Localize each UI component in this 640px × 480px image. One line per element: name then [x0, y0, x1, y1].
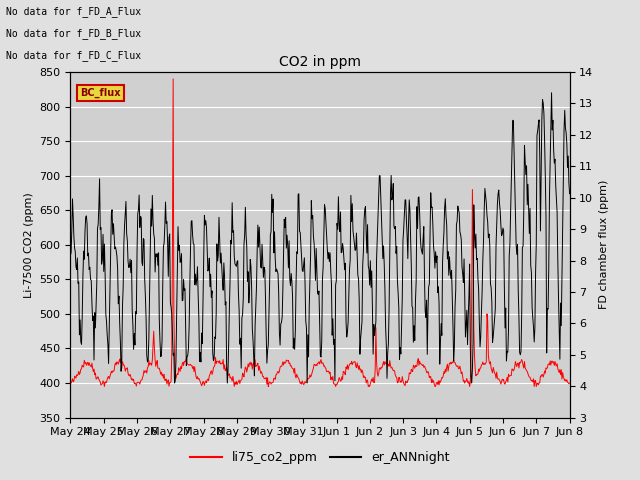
Text: No data for f_FD_C_Flux: No data for f_FD_C_Flux — [6, 49, 141, 60]
Title: CO2 in ppm: CO2 in ppm — [279, 56, 361, 70]
Text: BC_flux: BC_flux — [81, 88, 121, 98]
Text: No data for f_FD_B_Flux: No data for f_FD_B_Flux — [6, 28, 141, 39]
Legend: li75_co2_ppm, er_ANNnight: li75_co2_ppm, er_ANNnight — [186, 446, 454, 469]
Y-axis label: FD chamber flux (ppm): FD chamber flux (ppm) — [599, 180, 609, 310]
Text: No data for f_FD_A_Flux: No data for f_FD_A_Flux — [6, 6, 141, 17]
Y-axis label: Li-7500 CO2 (ppm): Li-7500 CO2 (ppm) — [24, 192, 34, 298]
